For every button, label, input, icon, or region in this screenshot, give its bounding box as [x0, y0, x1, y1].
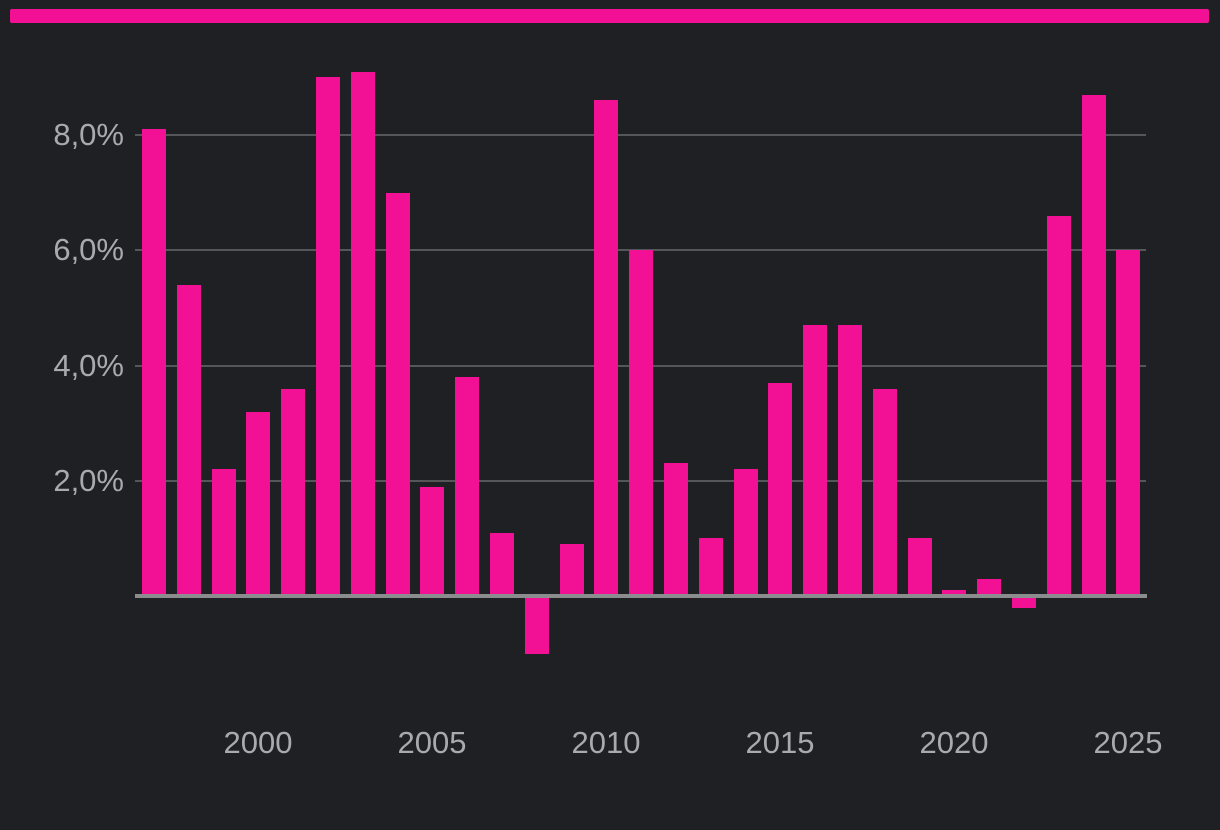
accent-bar: [10, 9, 1209, 23]
bar-2023[interactable]: [1047, 216, 1071, 598]
bar-2008[interactable]: [525, 596, 549, 654]
bar-2017[interactable]: [838, 325, 862, 598]
bar-2019[interactable]: [908, 538, 932, 598]
bar-2011[interactable]: [629, 250, 653, 598]
x-axis-label-2000: 2000: [223, 725, 293, 760]
bar-1997[interactable]: [142, 129, 166, 598]
bar-2006[interactable]: [455, 377, 479, 598]
bar-2013[interactable]: [699, 538, 723, 598]
bar-2002[interactable]: [316, 77, 340, 598]
bar-2021[interactable]: [977, 579, 1001, 598]
bar-2009[interactable]: [560, 544, 584, 598]
bar-2018[interactable]: [873, 389, 897, 598]
bar-2000[interactable]: [246, 412, 270, 598]
y-axis-label-2pct: 2,0%: [53, 463, 124, 498]
bar-2025[interactable]: [1116, 250, 1140, 598]
x-axis-label-2005: 2005: [397, 725, 467, 760]
bar-2016[interactable]: [803, 325, 827, 598]
bar-2015[interactable]: [768, 383, 792, 598]
bar-2004[interactable]: [386, 193, 410, 598]
bar-2003[interactable]: [351, 72, 375, 598]
bar-2001[interactable]: [281, 389, 305, 598]
y-axis-label-4pct: 4,0%: [53, 348, 124, 383]
bar-2010[interactable]: [594, 100, 618, 598]
bar-2014[interactable]: [734, 469, 758, 598]
x-axis-label-2015: 2015: [745, 725, 815, 760]
x-axis-label-2025: 2025: [1093, 725, 1163, 760]
bar-1998[interactable]: [177, 285, 201, 598]
gridline-8pct: [135, 134, 1146, 136]
bar-1999[interactable]: [212, 469, 236, 598]
bar-2005[interactable]: [420, 487, 444, 598]
x-axis-label-2010: 2010: [571, 725, 641, 760]
x-axis-label-2020: 2020: [919, 725, 989, 760]
bar-2024[interactable]: [1082, 95, 1106, 598]
bar-2007[interactable]: [490, 533, 514, 598]
bar-2012[interactable]: [664, 463, 688, 598]
y-axis-label-8pct: 8,0%: [53, 117, 124, 152]
x-axis-line: [135, 594, 1147, 598]
y-axis-label-6pct: 6,0%: [53, 232, 124, 267]
bar-2022[interactable]: [1012, 596, 1036, 608]
